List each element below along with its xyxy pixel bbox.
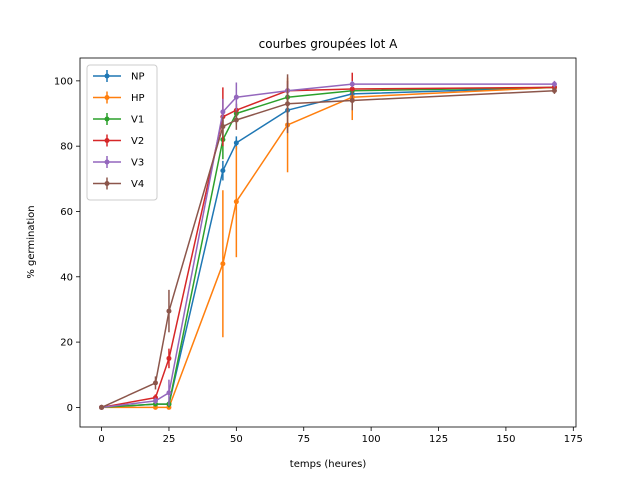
data-point [166,355,172,361]
y-axis-label: % germination [26,205,37,278]
legend: NP HP V1 V2 V3 V4 [86,64,158,201]
data-point [152,398,158,404]
data-point [220,109,226,115]
legend-box [86,64,158,201]
legend-label: V2 [131,136,144,147]
data-point [99,404,105,410]
x-tick-label: 175 [564,434,583,445]
legend-swatch-marker [104,159,110,165]
legend-item-NP: NP [93,70,145,83]
x-tick-label: 75 [297,434,310,445]
series-line [101,83,555,409]
legend-label: NP [131,72,145,83]
data-point [349,81,355,87]
x-tick-label: 50 [230,434,243,445]
data-point [233,117,239,123]
data-point [349,97,355,103]
legend-swatch-marker [104,116,110,122]
legend-item-V4: V4 [93,177,144,190]
series-line [101,89,555,409]
y-tick-label: 60 [60,207,73,218]
legend-item-V1: V1 [93,113,144,126]
y-tick-label: 20 [60,338,73,349]
x-tick-label: 0 [98,434,104,445]
chart-title: courbes groupées lot A [259,37,398,51]
data-point [166,308,172,314]
x-tick-label: 100 [362,434,381,445]
data-point [233,140,239,146]
y-tick-label: 100 [54,76,73,87]
legend-label: V3 [131,158,144,169]
data-point [220,261,226,267]
legend-swatch-marker [104,73,110,79]
data-point [551,81,557,87]
legend-item-HP: HP [93,91,145,104]
legend-item-V3: V3 [93,156,144,169]
y-tick-label: 0 [67,403,73,414]
data-point [349,86,355,92]
data-point [233,94,239,100]
y-tick-label: 40 [60,272,73,283]
legend-label: HP [131,93,145,104]
legend-swatch-marker [104,138,110,143]
y-tick-label: 80 [60,142,73,153]
x-tick-label: 150 [496,434,515,445]
data-point [551,88,557,94]
x-axis-label: temps (heures) [290,459,367,470]
data-point [233,199,239,205]
data-point [285,101,291,107]
data-point [152,380,158,386]
data-point [220,124,226,130]
plot-area: 0 25 50 75 100 125 150 175 0 20 40 60 80 100 [54,57,583,445]
x-tick-label: 125 [429,434,448,445]
data-point [166,390,172,396]
legend-label: V1 [131,115,144,126]
legend-swatch-marker [104,181,110,186]
axes-frame [79,57,577,428]
x-tick-label: 25 [163,434,176,445]
series-line [101,86,555,409]
series-V4 [99,74,557,410]
legend-item-V2: V2 [93,134,144,147]
data-point [220,168,226,174]
legend-label: V4 [131,179,144,190]
legend-swatch-marker [104,95,110,100]
